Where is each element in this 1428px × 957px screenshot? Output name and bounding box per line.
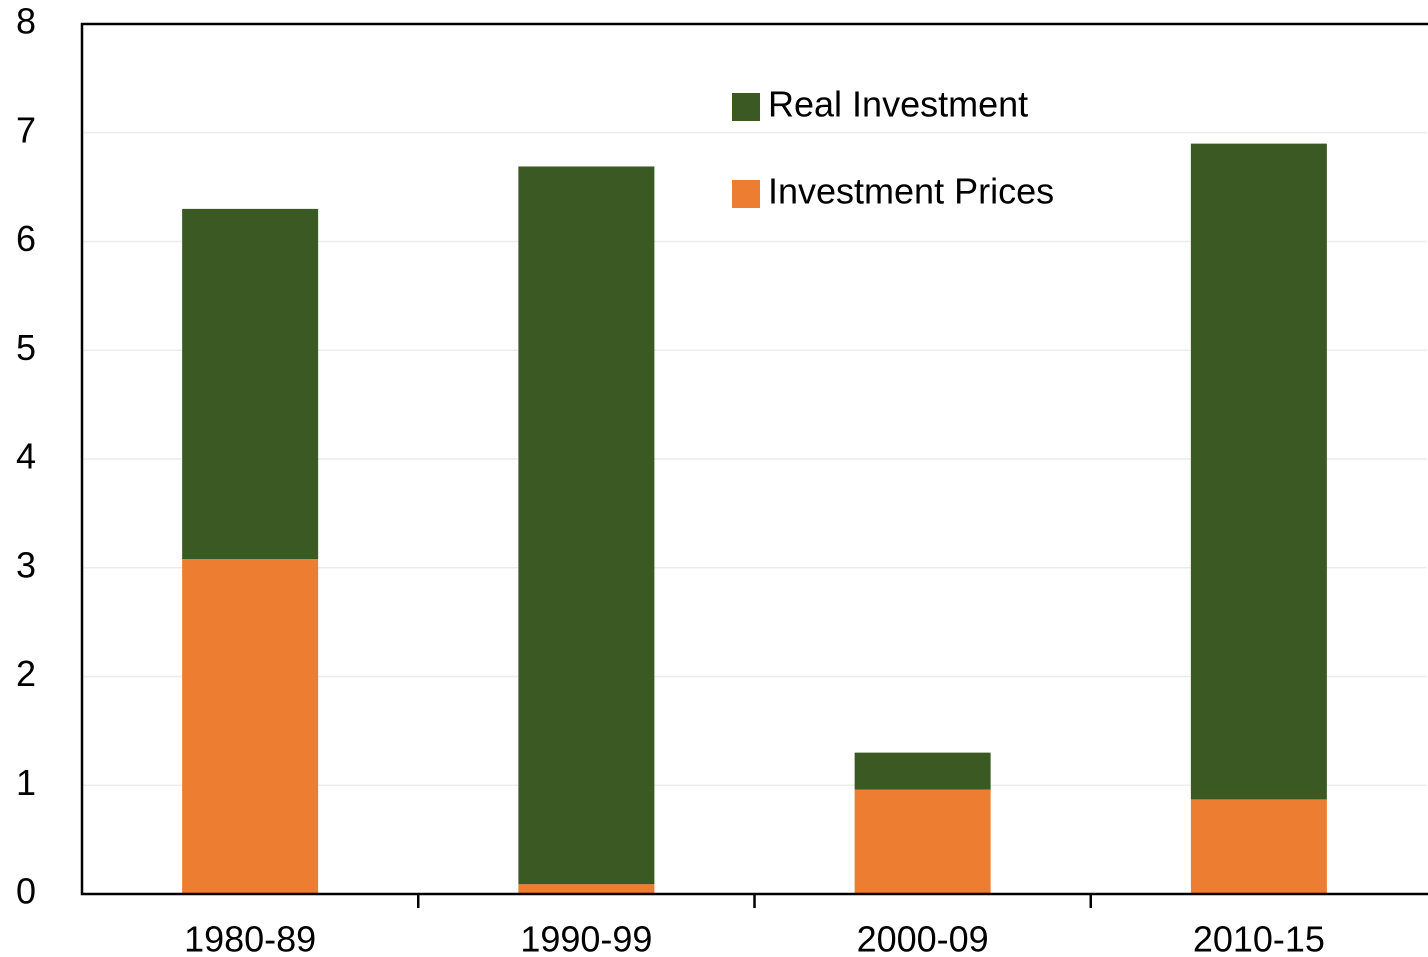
legend-label: Real Investment: [768, 84, 1028, 125]
bar-segment: [1190, 799, 1327, 894]
plot-frame: [80, 22, 1428, 896]
y-tick-label: 4: [16, 436, 36, 477]
bar-segment: [854, 752, 991, 790]
legend-swatch: [732, 93, 760, 121]
bar-segment: [182, 208, 319, 560]
bar-segment: [854, 789, 991, 894]
x-tick-label: 1990-99: [520, 919, 652, 957]
y-tick-label: 5: [16, 327, 36, 368]
x-tick-label: 2010-15: [1193, 919, 1325, 957]
legend-label: Investment Prices: [768, 171, 1054, 212]
y-tick-label: 0: [16, 871, 36, 912]
bar-segment: [518, 884, 655, 894]
y-tick-label: 6: [16, 218, 36, 259]
x-tick-label: 1980-89: [184, 919, 316, 957]
y-tick-label: 2: [16, 653, 36, 694]
bar-segment: [518, 166, 655, 885]
y-tick-label: 1: [16, 762, 36, 803]
y-tick-label: 8: [16, 1, 36, 42]
y-tick-label: 3: [16, 544, 36, 585]
x-tick-label: 2000-09: [857, 919, 989, 957]
legend-swatch: [732, 180, 760, 208]
bar-segment: [182, 559, 319, 894]
bar-segment: [1190, 143, 1327, 800]
y-tick-label: 7: [16, 109, 36, 150]
